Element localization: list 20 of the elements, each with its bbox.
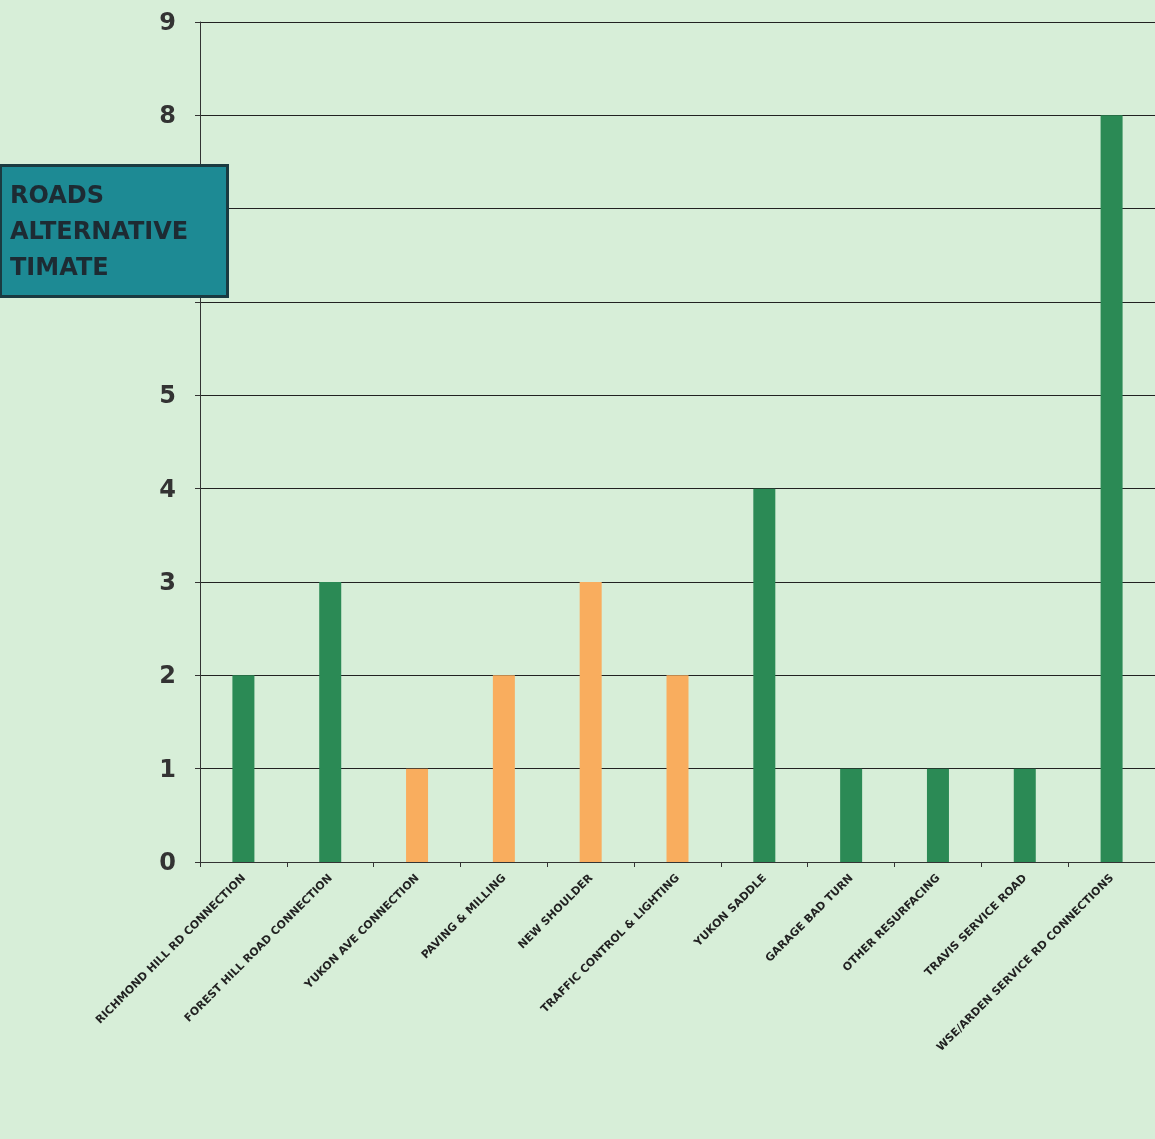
bar	[406, 768, 429, 862]
bar	[840, 768, 863, 862]
y-tick-label: 0	[159, 848, 176, 876]
y-tick-label: 9	[159, 8, 176, 36]
bar	[753, 488, 776, 862]
text: ROADS ALTERNATIVE TIMATE	[10, 181, 189, 281]
y-tick-label: 3	[159, 568, 176, 596]
bar	[579, 582, 602, 862]
bar	[319, 582, 342, 862]
y-tick-label: 2	[159, 661, 176, 690]
bar	[666, 675, 689, 862]
y-tick-label: 5	[159, 381, 176, 410]
bar	[1013, 768, 1036, 862]
bar	[232, 675, 255, 862]
y-tick-label: 4	[159, 474, 176, 503]
y-tick-label: 1	[159, 754, 176, 783]
bar	[492, 675, 515, 862]
y-tick-label: 8	[159, 101, 176, 130]
bar	[1100, 115, 1123, 862]
bar	[926, 768, 949, 862]
